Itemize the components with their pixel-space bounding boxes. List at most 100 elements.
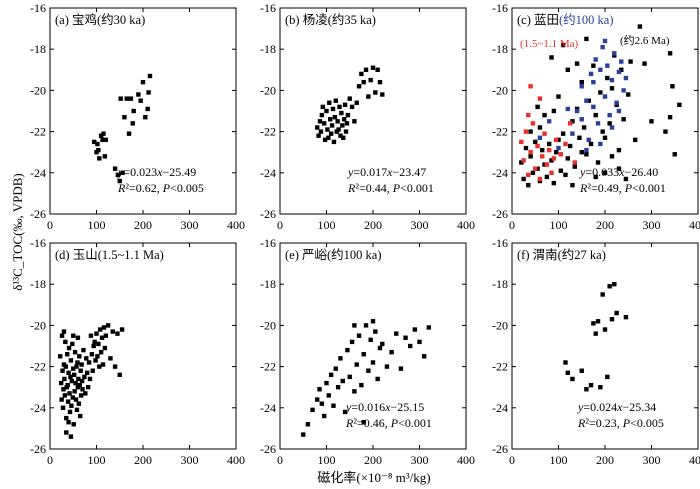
data-point [301, 432, 306, 437]
chart-panel-f: 0 100 200 300 400 -26 -24 -22 -20 -18 -16 (f) 渭南(约2… [492, 236, 700, 467]
data-point [595, 319, 601, 324]
data-point [526, 172, 531, 178]
data-point [602, 135, 608, 140]
data-point [93, 358, 98, 363]
data-point [591, 63, 596, 68]
y-tick-label: -26 [30, 442, 46, 456]
data-point [607, 284, 612, 289]
data-point [78, 413, 83, 419]
data-point [117, 178, 122, 184]
data-point [607, 121, 612, 126]
data-point [579, 84, 584, 89]
data-point [591, 104, 596, 110]
data-point [318, 129, 324, 134]
data-point [593, 57, 598, 62]
chart-panel-c: 0 100 200 300 400 -26 -24 -22 -20 -18 -16 (c) 蓝田(约1… [492, 1, 700, 232]
data-point [326, 393, 332, 398]
data-point [426, 325, 431, 330]
data-point [579, 368, 584, 373]
data-point [95, 354, 100, 359]
data-point [542, 112, 547, 118]
data-point [626, 92, 631, 97]
x-tick-label: 300 [643, 218, 661, 232]
data-point [75, 360, 80, 365]
y-tick-label: -18 [260, 277, 276, 291]
data-point [65, 399, 71, 404]
data-point [579, 117, 584, 122]
data-point [530, 170, 536, 175]
data-point [621, 88, 626, 93]
data-point [600, 44, 605, 50]
data-point [71, 422, 76, 427]
x-tick-label: 200 [364, 453, 382, 467]
data-point [83, 391, 88, 396]
x-tick-label: 100 [88, 218, 106, 232]
data-point [588, 71, 594, 77]
data-point [368, 337, 373, 343]
data-point [71, 333, 76, 338]
annotation: (约2.6 Ma) [620, 34, 670, 47]
data-point [570, 182, 575, 188]
data-point [556, 137, 561, 143]
data-point [528, 154, 533, 159]
data-point [126, 131, 132, 136]
data-point [542, 131, 547, 136]
data-point [361, 352, 366, 357]
data-point [572, 164, 577, 169]
data-point [61, 329, 67, 334]
data-point [565, 106, 570, 112]
data-point [310, 407, 315, 413]
data-point [621, 117, 626, 122]
data-point [584, 152, 589, 157]
data-point [584, 147, 589, 153]
data-point [609, 86, 615, 91]
data-point [96, 341, 101, 347]
series-d-0 [58, 323, 125, 439]
data-point [633, 137, 638, 143]
data-point [570, 119, 575, 124]
data-point [373, 90, 378, 95]
data-point [345, 112, 351, 118]
data-point [73, 397, 79, 402]
y-tick-label: -24 [492, 166, 508, 180]
data-point [521, 176, 526, 182]
data-point [352, 323, 357, 328]
data-point [356, 333, 362, 338]
data-point [349, 104, 355, 110]
data-point [670, 84, 675, 89]
data-point [605, 374, 610, 380]
y-tick-label: -16 [260, 1, 276, 15]
data-point [586, 137, 591, 143]
x-tick-label: 200 [596, 218, 614, 232]
y-tick-label: -24 [30, 166, 46, 180]
data-point [115, 331, 120, 336]
data-point [368, 77, 373, 83]
data-point [130, 121, 135, 126]
data-point [605, 75, 610, 81]
data-point [332, 114, 338, 120]
data-point [69, 403, 74, 408]
regression-stats: R²=0.23, P<0.005 [577, 416, 664, 430]
data-point [547, 119, 552, 124]
data-point [340, 123, 345, 128]
panel-title: (a) 宝鸡(约30 ka) [55, 12, 145, 27]
data-point [75, 335, 81, 340]
data-point [528, 84, 533, 89]
data-point [143, 114, 148, 120]
data-point [581, 125, 587, 130]
x-tick-label: 400 [689, 218, 700, 232]
data-point [119, 327, 125, 332]
data-point [330, 106, 336, 112]
data-point [77, 354, 82, 359]
data-point [90, 368, 95, 373]
data-point [108, 356, 113, 361]
panel-title: (d) 玉山(1.5~1.1 Ma) [55, 248, 164, 262]
data-point [542, 162, 547, 167]
data-point [549, 55, 554, 60]
data-point [79, 378, 85, 384]
data-point [61, 387, 66, 392]
data-point [359, 71, 364, 77]
data-point [540, 154, 545, 159]
data-point [95, 141, 100, 147]
y-tick-label: -20 [30, 83, 46, 97]
